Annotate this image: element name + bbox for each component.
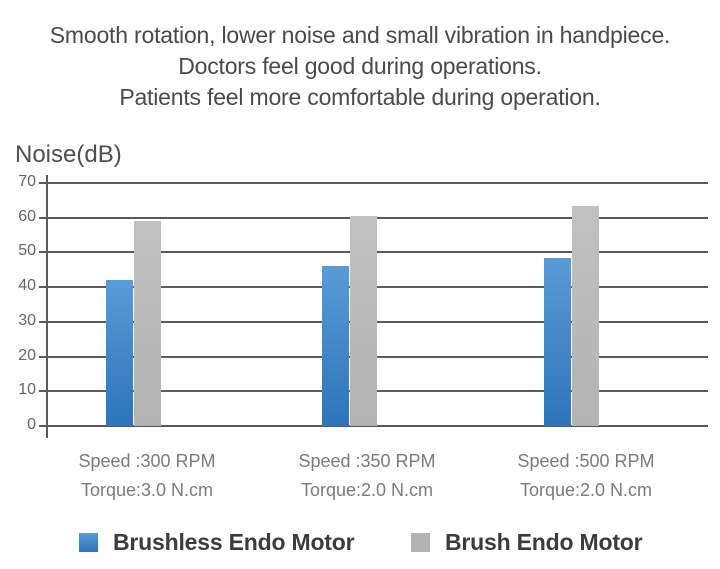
y-axis-tick-label: 0 — [27, 416, 36, 433]
x-axis-category-label: Speed :350 RPM Torque:2.0 N.cm — [257, 447, 477, 505]
brushless-legend-label: Brushless Endo Motor — [113, 529, 355, 555]
y-axis-tick-label: 50 — [18, 242, 36, 260]
y-axis-tick-label: 70 — [18, 173, 36, 190]
bar-brushless-endo-motor — [544, 258, 571, 426]
bar-brushless-endo-motor — [322, 266, 349, 426]
x-axis-category-line: Speed :350 RPM — [298, 451, 436, 471]
gridline — [39, 182, 708, 184]
brushless-legend-swatch — [79, 533, 98, 552]
legend-item-brush: Brush Endo Motor — [411, 529, 643, 556]
x-axis-category-line: Speed :500 RPM — [517, 451, 655, 471]
x-axis-category-line: Torque:2.0 N.cm — [300, 480, 434, 500]
legend-item-brushless: Brushless Endo Motor — [79, 529, 355, 556]
x-axis-category-line: Speed :300 RPM — [78, 451, 216, 471]
y-axis-title: Noise(dB) — [15, 141, 122, 168]
brush-legend-label: Brush Endo Motor — [445, 529, 643, 555]
bar-brushless-endo-motor — [106, 280, 133, 426]
bar-brush-endo-motor — [350, 216, 377, 426]
y-axis-tick-label: 10 — [18, 381, 36, 399]
gridline — [39, 425, 708, 427]
x-axis-category-line: Torque:2.0 N.cm — [519, 480, 653, 500]
x-axis-category-label: Speed :500 RPM Torque:2.0 N.cm — [476, 447, 696, 505]
brush-legend-swatch — [411, 533, 430, 552]
y-axis-tick-label: 60 — [18, 207, 36, 225]
title-line-1: Smooth rotation, lower noise and small v… — [49, 22, 671, 48]
y-axis-tick-label: 40 — [18, 277, 36, 295]
y-axis-line — [46, 175, 48, 438]
bar-brush-endo-motor — [572, 206, 599, 426]
title-line-3: Patients feel more comfortable during op… — [119, 84, 601, 110]
x-axis-category-line: Torque:3.0 N.cm — [80, 480, 214, 500]
y-axis-tick-label: 30 — [18, 311, 36, 329]
x-axis-category-label: Speed :300 RPM Torque:3.0 N.cm — [37, 447, 257, 505]
y-axis-tick-label: 20 — [18, 346, 36, 364]
title-line-2: Doctors feel good during operations. — [178, 53, 542, 79]
page-title: Smooth rotation, lower noise and small v… — [0, 20, 720, 113]
bar-brush-endo-motor — [134, 221, 161, 426]
